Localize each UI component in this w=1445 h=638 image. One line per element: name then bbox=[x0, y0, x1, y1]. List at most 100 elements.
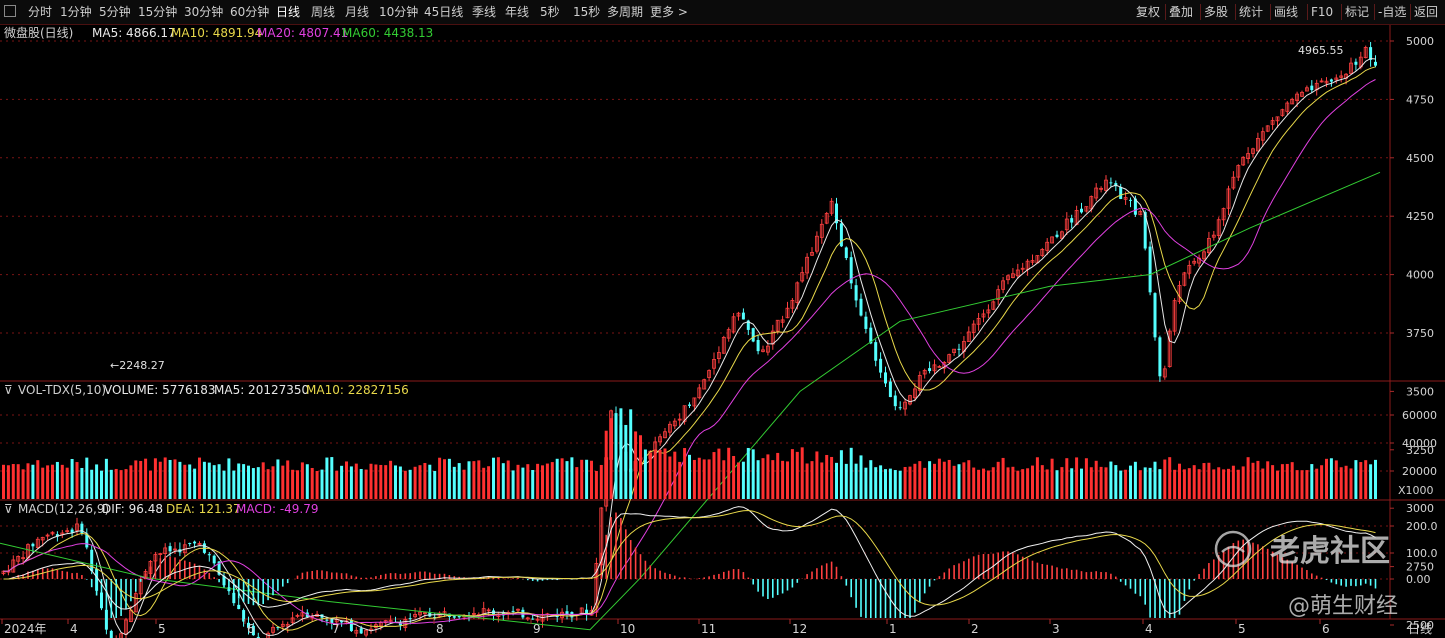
volume-bar bbox=[1148, 467, 1152, 499]
macd-tick-label: 100.0 bbox=[1406, 547, 1438, 560]
candle-body bbox=[428, 612, 432, 617]
ma-indicator-2: MA20: 4807.41 bbox=[257, 26, 348, 40]
period-button-14[interactable]: 15秒 bbox=[573, 5, 601, 19]
date-tick-label: 2024年 bbox=[4, 622, 47, 636]
volume-bar bbox=[1094, 460, 1098, 499]
period-button-6[interactable]: 日线 bbox=[276, 5, 301, 19]
volume-bar bbox=[1138, 470, 1142, 499]
volume-bar bbox=[937, 458, 941, 499]
volume-bar bbox=[707, 459, 711, 499]
candle-body bbox=[247, 622, 250, 628]
macd-dea: DEA: 121.37 bbox=[166, 502, 241, 516]
candle-body bbox=[1236, 165, 1241, 178]
volume-bar bbox=[36, 460, 40, 499]
period-button-11[interactable]: 季线 bbox=[472, 5, 497, 19]
volume-bar bbox=[516, 464, 520, 499]
volume-bar bbox=[2, 464, 5, 499]
candle-body bbox=[486, 609, 491, 612]
candle-body bbox=[922, 369, 927, 375]
window-menu-icon[interactable] bbox=[4, 5, 16, 17]
candle-body bbox=[952, 348, 956, 353]
volume-tick-label: 40000 bbox=[1402, 437, 1437, 450]
toolbar-right-button-4[interactable]: 画线 bbox=[1274, 5, 1299, 19]
macd-toggle-icon[interactable]: ⊽ bbox=[4, 502, 13, 516]
candle-body bbox=[957, 348, 961, 350]
toolbar-right-button-7[interactable]: -自选 bbox=[1378, 5, 1407, 19]
toolbar-right-button-2[interactable]: 多股 bbox=[1204, 5, 1229, 19]
volume-bar bbox=[443, 459, 446, 499]
volume-bar bbox=[575, 467, 579, 499]
candle-body bbox=[1006, 275, 1010, 281]
volume-bar bbox=[109, 469, 113, 499]
volume-bar bbox=[609, 418, 613, 499]
period-button-7[interactable]: 周线 bbox=[311, 5, 336, 19]
period-button-16[interactable]: 更多 > bbox=[650, 5, 688, 19]
period-button-8[interactable]: 月线 bbox=[345, 5, 370, 19]
date-tick-label: 8 bbox=[436, 622, 444, 636]
period-button-9[interactable]: 10分钟 bbox=[379, 5, 419, 19]
volume-bar bbox=[492, 457, 495, 499]
candle-body bbox=[986, 309, 991, 314]
candle-body bbox=[756, 339, 760, 352]
period-button-4[interactable]: 30分钟 bbox=[184, 5, 224, 19]
toolbar-right-button-0[interactable]: 复权 bbox=[1136, 5, 1161, 19]
volume-bar bbox=[1295, 470, 1299, 499]
volume-bar bbox=[1241, 466, 1245, 499]
volume-bar bbox=[496, 457, 500, 499]
period-button-3[interactable]: 15分钟 bbox=[138, 5, 178, 19]
ma20-line bbox=[3, 79, 1376, 625]
toolbar-right-button-1[interactable]: 叠加 bbox=[1169, 5, 1194, 19]
macd-axis: 200.0 100.0 0.00 bbox=[1390, 520, 1438, 586]
toolbar-separator bbox=[1341, 4, 1342, 20]
volume-bar bbox=[359, 468, 363, 499]
volume-bar bbox=[1315, 468, 1319, 499]
period-button-1[interactable]: 1分钟 bbox=[60, 5, 92, 19]
moving-average-lines bbox=[0, 57, 1381, 636]
volume-bar bbox=[506, 460, 510, 499]
period-button-10[interactable]: 45日线 bbox=[424, 5, 464, 19]
date-tick-label: 6 bbox=[1322, 622, 1330, 636]
volume-bar bbox=[1344, 465, 1348, 499]
volume-bar bbox=[90, 469, 94, 499]
candle-body bbox=[1138, 211, 1143, 216]
candle-body bbox=[1158, 337, 1162, 377]
candle-body bbox=[1290, 98, 1295, 105]
volume-bar bbox=[305, 464, 309, 499]
watermark-author: @萌生财经 bbox=[1288, 594, 1398, 619]
volume-bar bbox=[251, 468, 255, 499]
period-button-2[interactable]: 5分钟 bbox=[99, 5, 131, 19]
toolbar-right-button-8[interactable]: 返回 bbox=[1414, 5, 1439, 19]
candle-body bbox=[50, 531, 55, 535]
toolbar-right-button-5[interactable]: F10 bbox=[1311, 5, 1334, 19]
period-button-5[interactable]: 60分钟 bbox=[230, 5, 270, 19]
candle-body bbox=[280, 623, 285, 627]
volume-bar bbox=[1212, 469, 1216, 499]
toolbar-right-button-3[interactable]: 统计 bbox=[1239, 5, 1264, 19]
volume-bar bbox=[859, 455, 863, 499]
period-button-15[interactable]: 多周期 bbox=[607, 5, 644, 19]
candle-body bbox=[1324, 80, 1329, 84]
volume-bar bbox=[761, 458, 765, 499]
volume-bar bbox=[1369, 464, 1373, 499]
volume-bar bbox=[751, 449, 755, 499]
volume-bar bbox=[1187, 468, 1191, 499]
candle-body bbox=[1104, 179, 1108, 191]
candle-body bbox=[702, 379, 707, 390]
period-button-0[interactable]: 分时 bbox=[28, 5, 53, 19]
volume-bar bbox=[320, 469, 324, 499]
toolbar-right-button-6[interactable]: 标记 bbox=[1345, 5, 1370, 19]
volume-bar bbox=[149, 470, 152, 499]
volume-bar bbox=[1271, 465, 1275, 499]
volume-bar bbox=[266, 469, 270, 499]
volume-tick-label: 20000 bbox=[1402, 465, 1437, 478]
period-button-12[interactable]: 年线 bbox=[505, 5, 530, 19]
candle-body bbox=[903, 401, 907, 410]
toolbar-separator bbox=[1200, 4, 1201, 20]
candle-body bbox=[242, 610, 246, 622]
candle-body bbox=[45, 534, 50, 537]
period-button-13[interactable]: 5秒 bbox=[540, 5, 560, 19]
vol-toggle-icon[interactable]: ⊽ bbox=[4, 383, 13, 397]
candle-body bbox=[237, 604, 241, 610]
volume-bar bbox=[1290, 462, 1294, 499]
